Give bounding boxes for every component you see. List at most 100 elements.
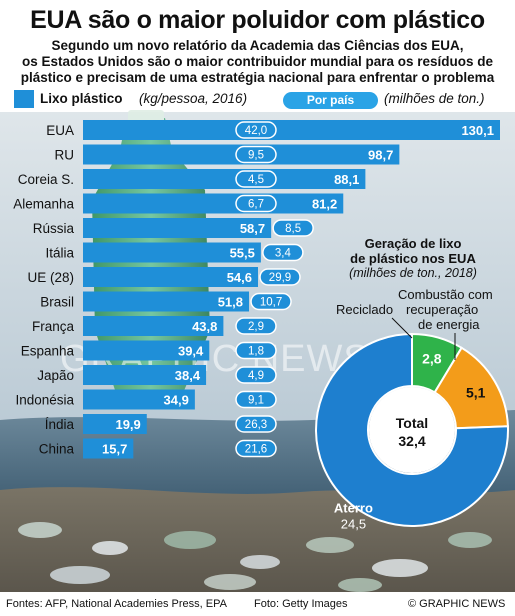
country-pill [235,366,277,384]
footer-sources: Fontes: AFP, National Academies Press, E… [6,598,227,610]
country-pill [235,145,277,164]
country-pill [235,341,277,360]
country-pill-value: 9,1 [248,395,264,407]
donut-slice-name: Aterro [334,501,373,516]
subtitle-line-2: os Estados Unidos são o maior contribuid… [21,54,494,69]
country-pill [259,268,301,286]
country-pill-value: 10,7 [260,297,282,309]
category-label: China [39,442,75,457]
page-title: EUA são o maior poluidor com plástico [30,6,485,34]
donut-slice-value: 5,1 [466,384,486,400]
bar [83,169,366,189]
bar [83,120,500,140]
bar [83,438,134,459]
legend-bar-label: Lixo plástico [40,91,123,106]
bar [83,365,207,385]
country-pill-value: 21,6 [245,444,267,456]
bar [83,218,272,238]
category-label: Alemanha [13,197,74,212]
country-pill-value: 42,0 [245,125,267,137]
donut-slice-value: 24,5 [341,517,366,532]
country-pill [235,170,277,188]
bar [83,316,224,336]
category-label: França [32,319,75,334]
footer-photo-credit: Foto: Getty Images [254,598,348,610]
donut-label-combustao-3: de energia [418,317,480,332]
bar-value-label: 81,2 [312,197,337,212]
donut-label-combustao-1: Combustão com [398,287,493,302]
bar [83,414,147,434]
country-pill-value: 3,4 [275,248,292,260]
bar-value-label: 51,8 [218,295,243,310]
donut-slice [315,332,509,527]
subtitle-line-3: plástico e precisam de uma estratégia na… [20,70,495,85]
country-pill [235,415,277,433]
category-label: Indonésia [15,393,74,408]
leader-line-recycled [391,317,413,339]
country-pill-value: 26,3 [245,419,267,431]
category-label: Japão [37,368,74,383]
footer-copyright: © GRAPHIC NEWS [408,598,506,610]
plastic-debris [18,522,492,592]
category-label: Coreia S. [18,172,74,187]
bar-value-label: 88,1 [334,172,359,187]
donut-label-reciclado: Reciclado [336,302,394,317]
legend-pill-por-pais: Por país [283,92,378,109]
category-label: RU [55,148,75,163]
donut-unit: (milhões de ton., 2018) [349,266,477,280]
bar-value-label: 55,5 [230,246,255,261]
category-label: Brasil [40,295,74,310]
country-pill-value: 8,5 [285,223,301,235]
bar-value-label: 19,9 [115,417,140,432]
bar-value-label: 54,6 [227,270,252,285]
legend-bar-unit: (kg/pessoa, 2016) [139,91,248,106]
bar [83,340,210,361]
country-pill-value: 1,8 [248,346,264,358]
legend-swatch-bar [14,90,34,108]
bar-value-label: 130,1 [461,123,494,138]
category-label: Rússia [33,221,75,236]
bar-value-label: 39,4 [178,344,204,359]
bar [83,291,250,312]
country-pill-value: 4,9 [248,370,264,382]
bar-value-label: 15,7 [102,442,127,457]
bar-value-label: 34,9 [164,393,189,408]
donut-label-combustao-2: recuperação [406,302,479,317]
category-label: Itália [45,246,74,261]
footer [0,592,515,616]
bar-value-label: 58,7 [240,221,265,236]
country-pill [235,317,277,335]
subtitle-line-1: Segundo um novo relatório da Academia da… [51,38,464,53]
category-label: UE (28) [27,270,74,285]
country-pill-value: 6,7 [248,199,264,211]
bar-value-label: 43,8 [192,319,217,334]
bar [83,193,344,214]
country-pill [235,194,277,213]
donut-title-line-1: Geração de lixo [364,236,462,251]
bar-value-label: 38,4 [175,368,201,383]
bar [83,389,195,410]
country-pill-value: 2,9 [248,321,264,333]
country-pill-value: 9,5 [248,150,264,162]
donut-center-value: 32,4 [398,433,425,449]
country-pill [250,292,292,311]
bar [83,242,261,263]
country-pill-value: 4,5 [248,174,264,186]
category-label: Espanha [21,344,75,359]
donut-hole [369,387,455,473]
category-label: Índia [45,417,75,432]
legend-pill-unit: (milhões de ton.) [384,91,485,106]
country-pill [235,390,277,409]
bar [83,267,259,287]
bar-value-label: 98,7 [368,148,393,163]
country-pill-value: 29,9 [269,272,291,284]
donut-center-label: Total [396,415,428,431]
donut-title-line-2: de plástico nos EUA [350,251,476,266]
donut-slice-value: 2,8 [422,351,442,367]
country-pill [272,219,314,237]
country-pill [235,121,277,139]
country-pill [262,243,304,262]
country-pill [235,439,277,458]
